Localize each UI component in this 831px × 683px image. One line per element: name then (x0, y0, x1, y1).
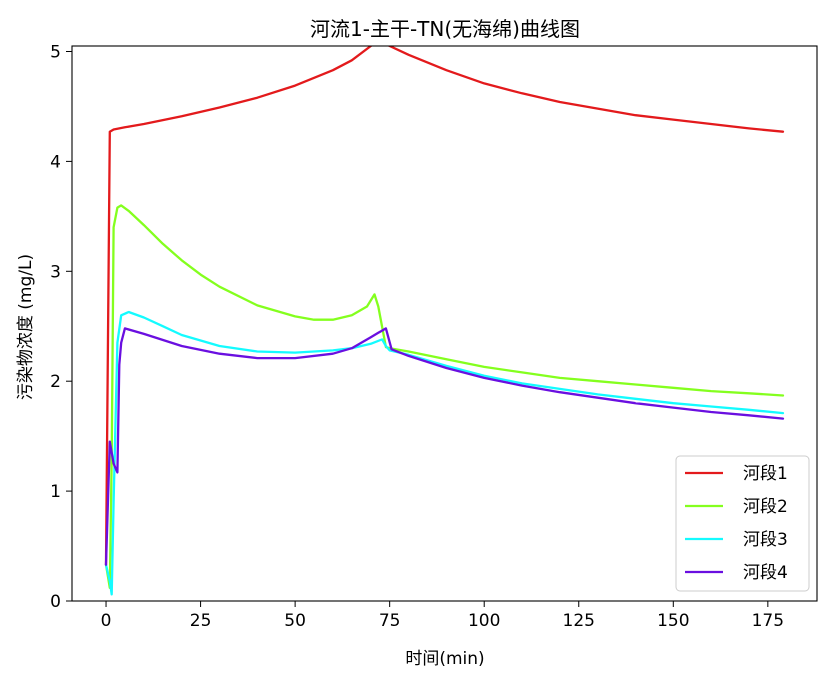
axes: 0 25 50 75 100 125 150 175 0 1 2 3 4 5 (50, 42, 818, 631)
y-tick-label: 4 (50, 152, 61, 172)
x-tick-label: 125 (563, 611, 595, 631)
y-tick-label: 0 (50, 592, 61, 612)
chart-title: 河流1-主干-TN(无海绵)曲线图 (310, 17, 580, 41)
x-tick-label: 25 (190, 611, 212, 631)
x-tick-label: 175 (752, 611, 784, 631)
legend-label-3: 河段3 (743, 530, 788, 550)
x-tick-label: 75 (379, 611, 401, 631)
series-line-4 (104, 327, 785, 566)
legend-label-1: 河段1 (743, 464, 788, 484)
x-tick-label: 0 (101, 611, 112, 631)
y-axis-label: 污染物浓度 (mg/L) (16, 254, 36, 400)
y-tick-label: 2 (50, 372, 61, 392)
x-tick-label: 100 (468, 611, 500, 631)
y-tick-label: 5 (50, 42, 61, 62)
y-tick-label: 3 (50, 262, 61, 282)
y-tick-label: 1 (50, 482, 61, 502)
x-tick-label: 50 (284, 611, 306, 631)
plot-frame (71, 45, 818, 602)
series-line-2 (104, 204, 785, 589)
series-line-1 (104, 46, 785, 566)
plot-area (104, 46, 785, 596)
legend-label-2: 河段2 (743, 497, 788, 517)
legend-label-4: 河段4 (743, 563, 788, 583)
x-axis-label: 时间(min) (405, 649, 484, 669)
x-tick-label: 150 (657, 611, 689, 631)
legend: 河段1 河段2 河段3 河段4 (675, 455, 810, 592)
series-line-3 (104, 310, 785, 596)
legend-box (675, 455, 810, 592)
